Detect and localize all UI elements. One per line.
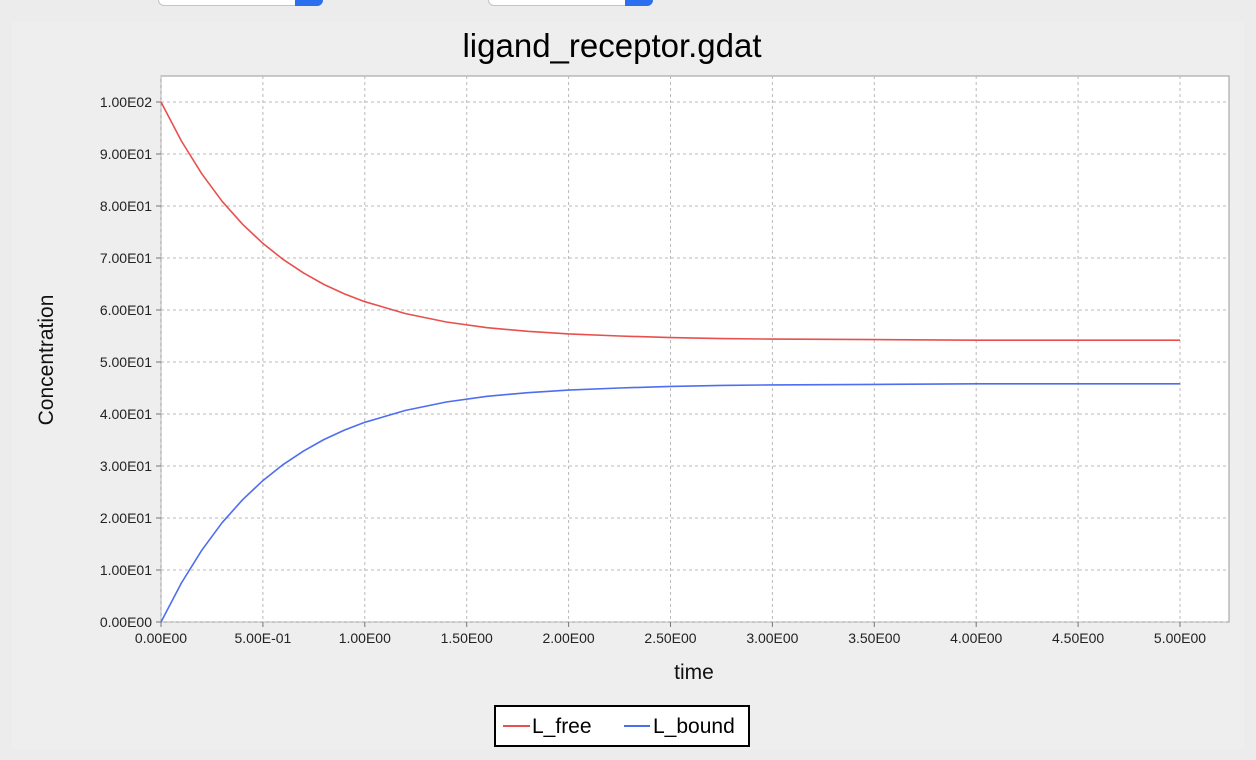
top-dropdown-left[interactable]: [158, 0, 323, 6]
x-tick-label: 5.00E-01: [234, 630, 291, 646]
top-dropdown-right[interactable]: [488, 0, 653, 6]
x-tick-label: 2.50E00: [644, 630, 696, 646]
y-tick-label: 4.00E01: [100, 406, 152, 422]
y-axis-label: Concentration: [35, 295, 58, 426]
plot-area: [160, 75, 1230, 623]
chart-title: ligand_receptor.gdat: [462, 27, 761, 64]
y-tick-label: 2.00E01: [100, 510, 152, 526]
series-line-l-bound: [160, 382, 1180, 623]
x-tick-label: 3.00E00: [746, 630, 798, 646]
legend-label-l-free: L_free: [532, 715, 592, 738]
y-axis-ticks: 0.00E00 1.00E01 2.00E01 3.00E01 4.00E01 5.00E…: [100, 94, 161, 630]
x-tick-label: 4.00E00: [950, 630, 1002, 646]
legend-box: [494, 705, 750, 747]
series-line-l-free: [160, 101, 1180, 342]
series-layer: [160, 101, 1180, 623]
legend-label-l-bound: L_bound: [653, 715, 735, 738]
y-tick-label: 0.00E00: [100, 614, 152, 630]
x-tick-label: 1.00E00: [339, 630, 391, 646]
y-tick-label: 6.00E01: [100, 302, 152, 318]
y-tick-label: 5.00E01: [100, 354, 152, 370]
x-tick-label: 2.00E00: [543, 630, 595, 646]
legend: L_free L_bound: [494, 705, 750, 747]
x-axis-label: time: [674, 661, 714, 684]
y-tick-label: 3.00E01: [100, 458, 152, 474]
y-tick-label: 1.00E02: [100, 94, 152, 110]
y-tick-label: 7.00E01: [100, 250, 152, 266]
x-tick-label: 3.50E00: [848, 630, 900, 646]
x-tick-label: 5.00E00: [1154, 630, 1206, 646]
y-tick-label: 9.00E01: [100, 146, 152, 162]
dropdown-arrow-icon[interactable]: [295, 0, 323, 6]
x-tick-label: 0.00E00: [135, 630, 187, 646]
dropdown-arrow-icon[interactable]: [625, 0, 653, 6]
y-tick-label: 1.00E01: [100, 562, 152, 578]
grid: [160, 76, 1229, 623]
x-tick-label: 4.50E00: [1052, 630, 1104, 646]
chart-panel: ligand_receptor.gdat 0.00E00 5.00E-01 1.00…: [12, 22, 1244, 750]
x-tick-label: 1.50E00: [441, 630, 493, 646]
line-chart: ligand_receptor.gdat 0.00E00 5.00E-01 1.00…: [35, 27, 1230, 747]
y-tick-label: 8.00E01: [100, 198, 152, 214]
x-axis-ticks: 0.00E00 5.00E-01 1.00E00 1.50E00 2.00E00 2.50…: [135, 622, 1206, 646]
